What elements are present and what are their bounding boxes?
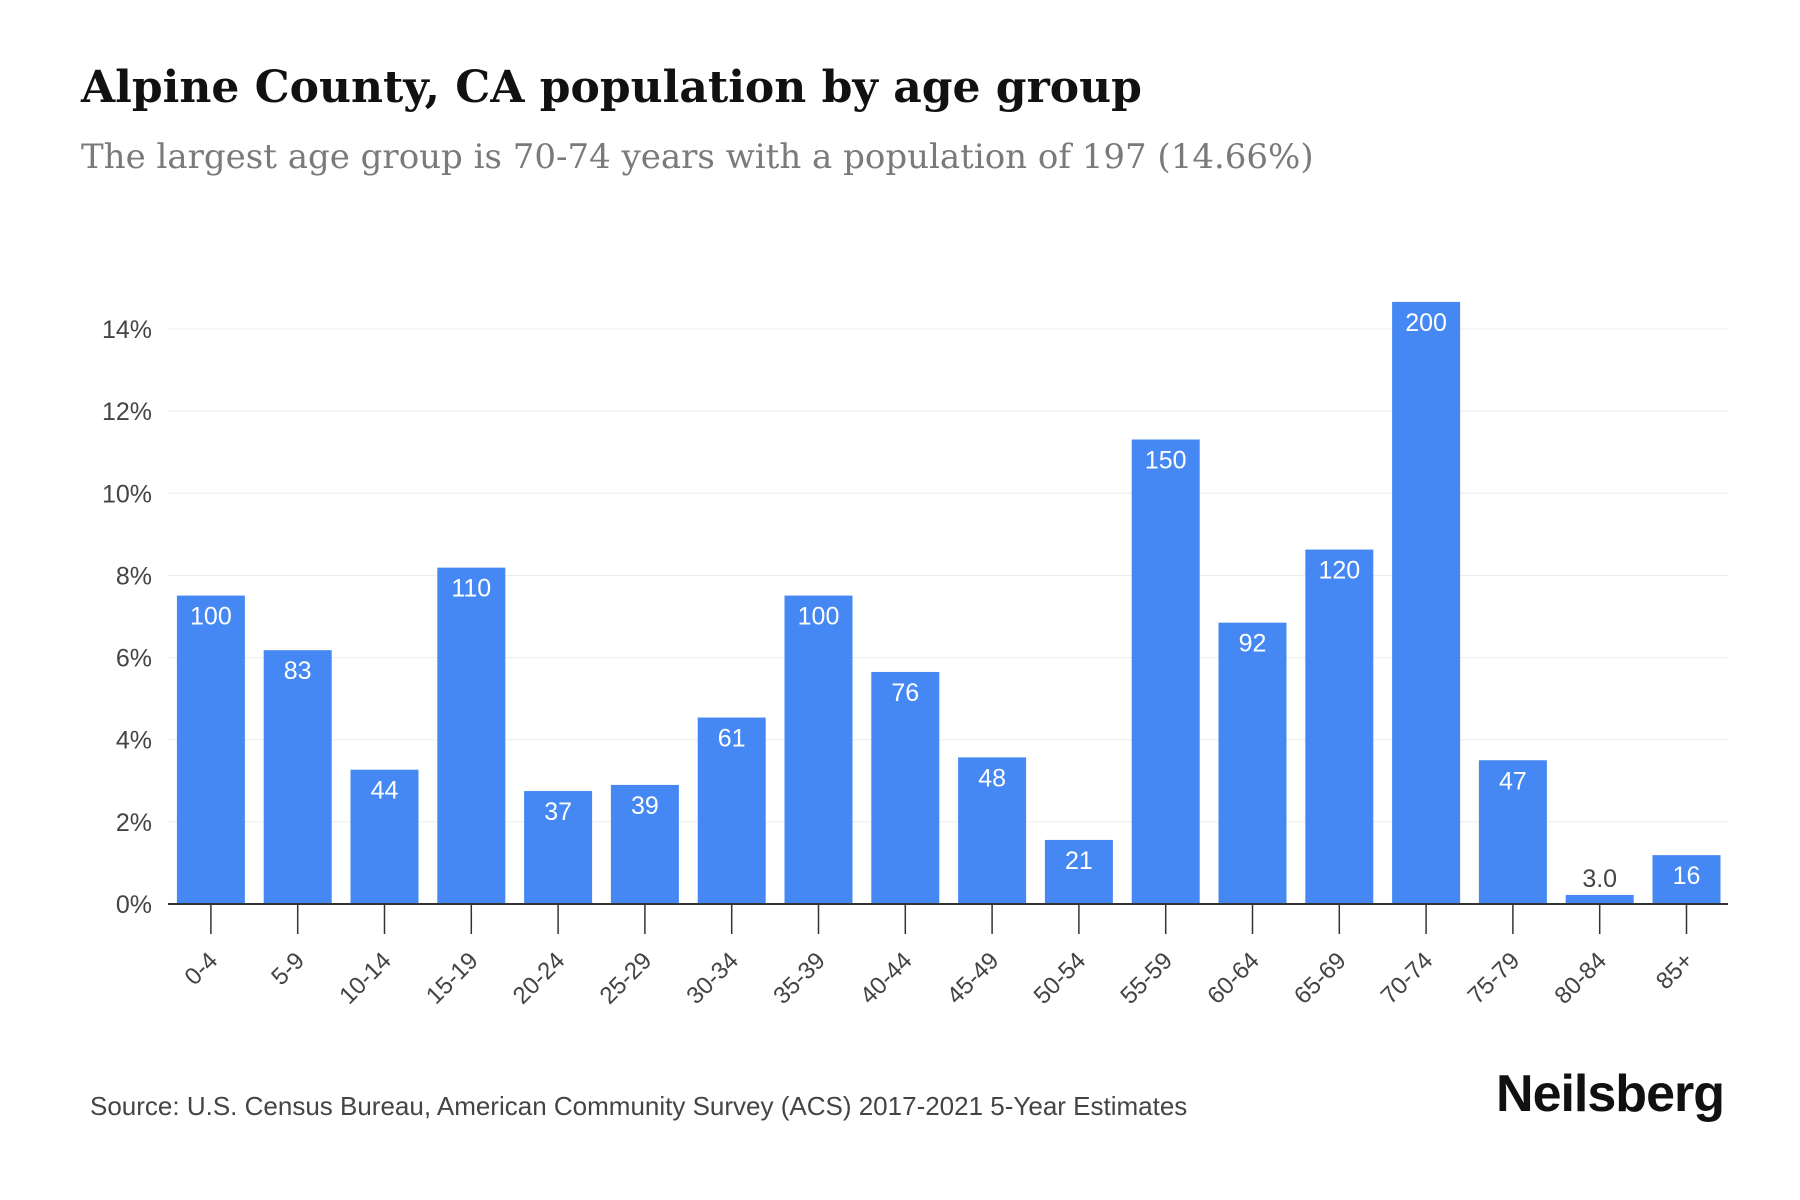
bar-value-label: 37 bbox=[544, 798, 572, 826]
bar-value-label: 16 bbox=[1673, 862, 1701, 890]
bar-value-label: 39 bbox=[631, 792, 659, 820]
bar bbox=[1478, 760, 1547, 904]
bar bbox=[1131, 439, 1200, 904]
bar-value-label: 76 bbox=[891, 679, 919, 707]
bar-value-label: 92 bbox=[1239, 630, 1267, 658]
bar bbox=[350, 769, 419, 904]
x-tick-label: 60-64 bbox=[1202, 947, 1265, 1010]
x-tick-label: 0-4 bbox=[180, 947, 224, 991]
x-tick-label: 10-14 bbox=[334, 947, 397, 1010]
bar-value-label: 83 bbox=[284, 657, 312, 685]
x-tick-label: 15-19 bbox=[421, 947, 484, 1010]
x-tick-label: 75-79 bbox=[1463, 947, 1526, 1010]
bar bbox=[1392, 301, 1461, 904]
grid-lines bbox=[168, 328, 1728, 823]
x-tick-label: 45-49 bbox=[942, 947, 1005, 1010]
bar-value-label: 100 bbox=[190, 603, 232, 631]
x-tick-label: 80-84 bbox=[1549, 947, 1612, 1010]
chart-title: Alpine County, CA population by age grou… bbox=[81, 62, 1142, 113]
x-tick-label: 20-24 bbox=[508, 947, 571, 1010]
bar bbox=[437, 567, 506, 904]
brand-logo: Neilsberg bbox=[1496, 1065, 1725, 1123]
y-tick-label: 4% bbox=[116, 727, 152, 755]
y-tick-label: 10% bbox=[102, 480, 152, 508]
bars: 100 83 44 110 37 39 61 100 76 48 21 150 92 120 200 47 3.… bbox=[176, 301, 1721, 904]
bar bbox=[1565, 894, 1634, 904]
axes: 0% 2% 4% 6% 8% 10% 12% 14% 0-4 5-9 10-14 15-19 20-24… bbox=[102, 316, 1728, 1010]
bar-value-label: 47 bbox=[1499, 767, 1527, 795]
x-tick-label: 50-54 bbox=[1029, 947, 1092, 1010]
bar bbox=[1305, 549, 1374, 904]
bar-value-label: 44 bbox=[371, 777, 399, 805]
y-tick-label: 14% bbox=[102, 316, 152, 344]
x-tick-label: 85+ bbox=[1651, 947, 1699, 995]
x-tick-label: 55-59 bbox=[1115, 947, 1178, 1010]
x-tick-label: 5-9 bbox=[266, 947, 310, 991]
bar bbox=[958, 757, 1027, 904]
bar-value-label: 200 bbox=[1405, 309, 1447, 337]
bar bbox=[524, 791, 593, 904]
bar bbox=[263, 650, 332, 904]
y-tick-label: 0% bbox=[116, 891, 152, 919]
bar bbox=[697, 717, 766, 904]
bar-value-label: 61 bbox=[718, 725, 746, 753]
bar-value-label: 110 bbox=[451, 575, 491, 603]
chart-subtitle: The largest age group is 70-74 years wit… bbox=[81, 137, 1314, 177]
bar bbox=[1044, 839, 1113, 904]
source-note: Source: U.S. Census Bureau, American Com… bbox=[90, 1091, 1188, 1121]
bar-value-label: 150 bbox=[1145, 446, 1187, 474]
y-tick-label: 2% bbox=[116, 809, 152, 837]
bar bbox=[1218, 622, 1287, 904]
x-tick-label: 30-34 bbox=[681, 947, 744, 1010]
x-tick-label: 25-29 bbox=[595, 947, 658, 1010]
bar-value-label: 3.0 bbox=[1582, 865, 1617, 893]
bar bbox=[1652, 855, 1721, 904]
y-tick-label: 6% bbox=[116, 645, 152, 673]
bar-value-label: 100 bbox=[798, 603, 840, 631]
x-tick-label: 40-44 bbox=[855, 947, 918, 1010]
x-tick-label: 70-74 bbox=[1376, 947, 1439, 1010]
bar bbox=[871, 671, 940, 904]
bar bbox=[176, 595, 245, 904]
y-tick-label: 8% bbox=[116, 562, 152, 590]
bar-value-label: 21 bbox=[1065, 847, 1093, 875]
bar-value-label: 48 bbox=[978, 764, 1006, 792]
bar bbox=[784, 595, 853, 904]
bar bbox=[610, 784, 679, 904]
bar-value-label: 120 bbox=[1318, 557, 1360, 585]
x-tick-label: 35-39 bbox=[768, 947, 831, 1010]
y-tick-label: 12% bbox=[102, 398, 152, 426]
x-tick-label: 65-69 bbox=[1289, 947, 1352, 1010]
